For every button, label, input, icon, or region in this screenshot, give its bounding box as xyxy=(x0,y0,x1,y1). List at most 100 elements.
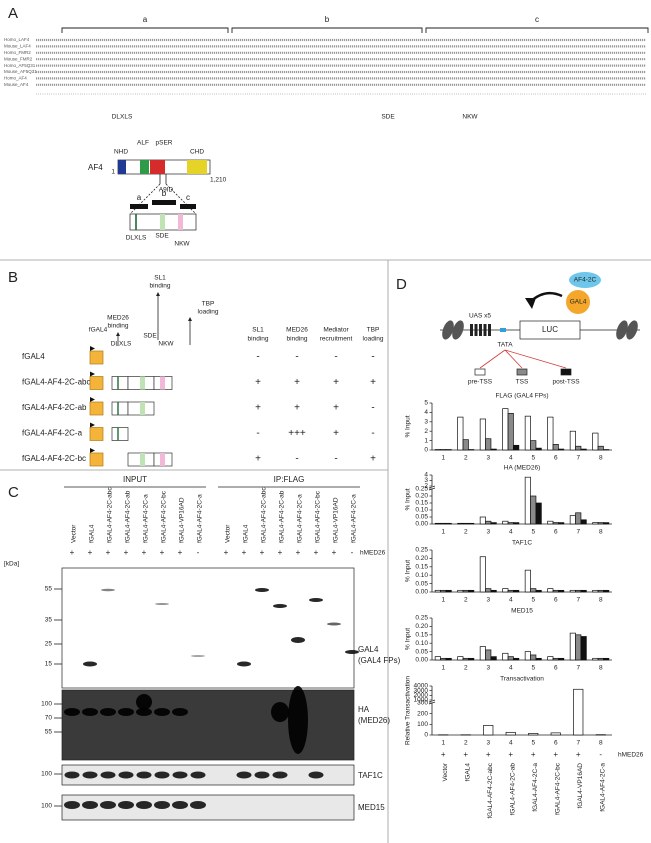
bar xyxy=(603,657,610,661)
label: 1 xyxy=(441,529,445,536)
label: 0.05 xyxy=(415,514,428,521)
shape xyxy=(479,324,482,336)
bar xyxy=(603,522,610,525)
label: 8 xyxy=(599,665,603,672)
label: - xyxy=(256,352,259,363)
bar xyxy=(592,432,599,451)
bar xyxy=(580,636,587,661)
label: + xyxy=(370,454,376,465)
bar xyxy=(479,516,486,525)
bar xyxy=(535,447,542,451)
shape xyxy=(140,160,149,174)
shape xyxy=(130,204,148,209)
shape xyxy=(111,376,129,390)
shape xyxy=(61,567,355,689)
blot-band xyxy=(101,588,115,592)
label: 4000 xyxy=(414,683,429,690)
label: 7 xyxy=(576,597,580,604)
label: fGAL4-AF4-2C-a xyxy=(599,763,606,812)
bar xyxy=(575,512,582,525)
label: - xyxy=(334,454,337,465)
label: NKW xyxy=(462,114,478,121)
label: 5 xyxy=(531,740,535,747)
blot-band xyxy=(136,771,152,779)
bar xyxy=(445,657,452,661)
label: recruitment xyxy=(320,336,353,343)
label: MED15 xyxy=(358,803,385,812)
bar xyxy=(580,589,587,593)
shape xyxy=(474,368,486,376)
label: 5 xyxy=(424,400,428,407)
bar xyxy=(530,588,537,593)
label: TATA xyxy=(497,342,513,349)
blot-band xyxy=(83,661,97,667)
label: + xyxy=(255,454,261,465)
label: fGAL4-VP16AD xyxy=(333,497,340,543)
bar xyxy=(445,522,452,525)
label: NKW xyxy=(158,341,174,348)
label: 7 xyxy=(576,665,580,672)
blot-band xyxy=(82,771,98,779)
label: fGAL4 xyxy=(464,763,471,782)
bar xyxy=(524,415,531,451)
bar xyxy=(485,438,492,451)
blot-band xyxy=(82,708,98,716)
label: 6 xyxy=(554,455,558,462)
bar xyxy=(502,652,509,661)
bar xyxy=(434,656,441,661)
blot-band xyxy=(100,801,116,809)
label: 200 xyxy=(417,710,428,717)
label: + xyxy=(142,548,147,557)
bar xyxy=(575,589,582,593)
bar xyxy=(507,656,514,661)
arrow-head xyxy=(525,298,536,309)
bar xyxy=(592,657,599,661)
bar xyxy=(457,522,464,525)
label: + xyxy=(531,750,536,759)
label: 1 xyxy=(111,169,115,176)
bar xyxy=(468,657,475,661)
bar xyxy=(440,657,447,661)
bar xyxy=(580,448,587,451)
label: fGAL4-AF4-2C-ab xyxy=(509,763,516,816)
label: fGAL4 xyxy=(22,352,45,361)
arrow-head xyxy=(116,332,120,336)
label: Mediator xyxy=(323,327,349,334)
label: fGAL4-AF4-2C-bc xyxy=(161,490,168,543)
bar xyxy=(440,522,447,525)
bar xyxy=(490,448,497,451)
bar xyxy=(457,589,464,593)
label: CHD xyxy=(190,149,204,156)
shape xyxy=(140,376,145,390)
label: + xyxy=(106,548,111,557)
label: - xyxy=(295,352,298,363)
label: 4 xyxy=(509,597,513,604)
bar xyxy=(597,445,604,451)
line xyxy=(504,349,523,369)
bar xyxy=(580,519,587,525)
label: 300 xyxy=(417,700,428,707)
label: fGAL4 xyxy=(89,524,96,543)
label: + xyxy=(441,750,446,759)
label: c xyxy=(186,193,190,202)
label: fGAL4-AF4-2C-a xyxy=(197,494,204,543)
bar xyxy=(490,589,497,593)
label: 0.15 xyxy=(415,564,428,571)
bar xyxy=(575,445,582,451)
shape xyxy=(160,453,165,466)
label: 0.25 xyxy=(415,547,428,554)
label: + xyxy=(486,750,491,759)
label: 6 xyxy=(554,740,558,747)
bar xyxy=(462,589,469,593)
blot-band xyxy=(118,708,134,716)
bar xyxy=(490,656,497,661)
bar xyxy=(552,444,559,451)
bar xyxy=(535,589,542,593)
label: Mouse_AF5Q31 xyxy=(4,69,37,74)
blot-band xyxy=(288,686,308,754)
label: 8 xyxy=(599,455,603,462)
label: + xyxy=(553,750,558,759)
blot-band xyxy=(237,661,251,667)
label: + xyxy=(333,377,339,388)
